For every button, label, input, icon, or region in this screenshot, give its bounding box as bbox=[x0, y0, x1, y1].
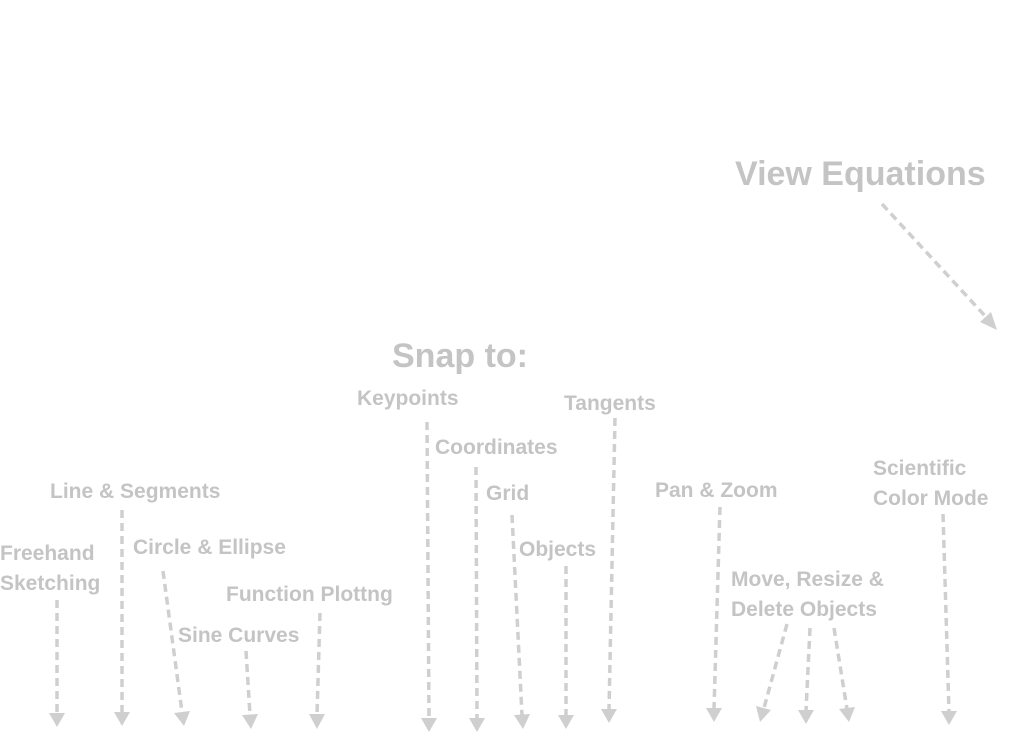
pan-zoom-arrow bbox=[706, 506, 722, 722]
line-segments-arrow bbox=[114, 510, 130, 726]
resize-arrow bbox=[798, 627, 814, 724]
delete-arrow bbox=[832, 627, 855, 722]
snap-grid-label: Grid bbox=[486, 482, 530, 505]
pan-zoom-label: Pan & Zoom bbox=[655, 479, 778, 502]
circle-ellipse-label: Circle & Ellipse bbox=[133, 536, 286, 559]
move-resize-delete-label: Move, Resize & Delete Objects bbox=[731, 568, 884, 621]
snap-to-heading: Snap to: bbox=[392, 337, 528, 375]
scientific-color-arrow bbox=[941, 513, 957, 725]
view-equations-arrow bbox=[880, 202, 997, 330]
snap-coordinates-label: Coordinates bbox=[435, 436, 558, 459]
scientific-color-mode-label: Scientific Color Mode bbox=[873, 457, 989, 510]
snap-objects-label: Objects bbox=[519, 538, 597, 561]
keypoints-arrow bbox=[421, 421, 437, 732]
view-equations-heading: View Equations bbox=[735, 155, 986, 193]
objects-arrow bbox=[558, 566, 574, 729]
line-segments-label: Line & Segments bbox=[50, 480, 221, 503]
move-arrow bbox=[756, 623, 789, 722]
sine-curves-arrow bbox=[242, 650, 258, 729]
snap-keypoints-label: Keypoints bbox=[357, 387, 459, 410]
snap-tangents-label: Tangents bbox=[564, 392, 656, 415]
freehand-sketching-label: Freehand Sketching bbox=[0, 542, 101, 595]
coordinates-arrow bbox=[469, 466, 485, 732]
tangents-arrow bbox=[601, 417, 617, 723]
function-plotting-label: Function Plottng bbox=[226, 583, 393, 606]
function-plotting-arrow bbox=[309, 612, 325, 729]
sine-curves-label: Sine Curves bbox=[178, 624, 300, 647]
freehand-arrow bbox=[49, 600, 65, 727]
